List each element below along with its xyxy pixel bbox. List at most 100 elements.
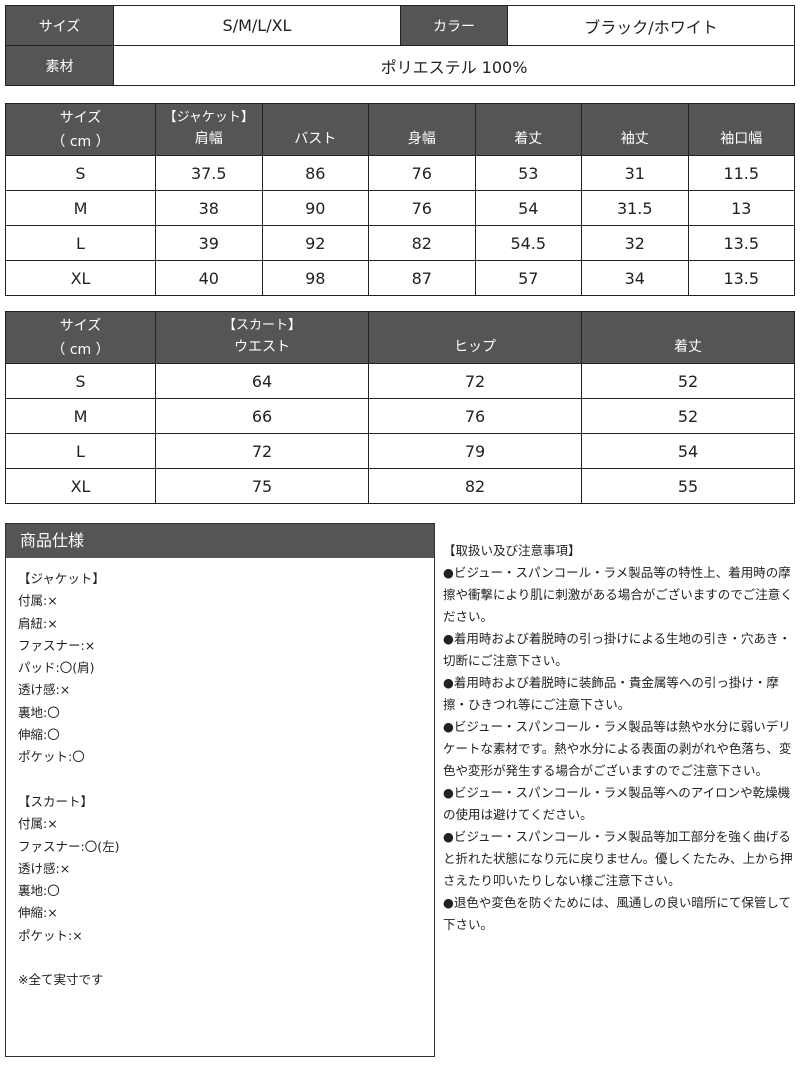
table-row: M 38 90 76 54 31.5 13 [5, 190, 795, 226]
skirt-size-table: サイズ（ cm ） 【スカート】 ウエスト ヒップ 着丈 S 64 72 52 M 66 76… [5, 311, 795, 504]
table-row: XL 40 98 87 57 34 13.5 [5, 260, 795, 296]
value-cell: 31.5 [581, 190, 689, 226]
table-row: L 72 79 54 [5, 433, 795, 469]
value-cell: 76 [368, 398, 582, 434]
value-cell: 13.5 [687, 225, 795, 261]
value-cell: 87 [368, 260, 476, 296]
table-row: S 64 72 52 [5, 363, 795, 399]
table-header-row: サイズ （ cm ） 【ジャケット】 肩幅 バスト 身幅 着丈 袖丈 袖口幅 [5, 103, 795, 156]
value-cell: 31 [581, 155, 689, 191]
spec-line: 透け感:× [18, 860, 71, 876]
group-label: 【ジャケット】 [163, 109, 254, 125]
value-cell: 55 [581, 468, 795, 504]
spec-line [18, 769, 434, 791]
value-cell: 82 [368, 468, 582, 504]
spec-line: 肩紐:× [18, 615, 58, 631]
table-row: M 66 76 52 [5, 398, 795, 434]
spec-line: 付属:× [18, 593, 58, 609]
value-cell: 11.5 [687, 155, 795, 191]
size-header: サイズ [59, 109, 102, 126]
size-label: サイズ [5, 5, 114, 46]
color-value: ブラック/ホワイト [507, 5, 795, 46]
value-cell: 34 [581, 260, 689, 296]
notes-title: 【取扱い及び注意事項】 [443, 543, 581, 558]
value-cell: 54.5 [474, 225, 582, 261]
product-info-table: サイズ S/M/L/XL カラー ブラック/ホワイト 素材 ポリエステル 100… [5, 5, 795, 86]
table-header-row: サイズ （ cm ） 【スカート】 ウエスト ヒップ 着丈 [5, 311, 795, 364]
value-cell: 76 [368, 190, 476, 226]
value-cell: 13.5 [687, 260, 795, 296]
care-notes: 【取扱い及び注意事項】 ●ビジュー・スパンコール・ラメ製品等の特性上、着用時の摩… [443, 540, 795, 936]
spec-line: 付属:× [18, 816, 58, 832]
note-item: ●着用時および着脱時に装飾品・貴金属等への引っ掛け・摩擦・ひきつれ等にご注意下さ… [443, 675, 779, 712]
size-value: S/M/L/XL [113, 5, 401, 46]
material-label: 素材 [5, 45, 114, 86]
size-cell: XL [5, 468, 156, 504]
size-cell: L [5, 433, 156, 469]
value-cell: 52 [581, 398, 795, 434]
spec-line: パッド:〇(肩) [18, 660, 95, 676]
spec-line: ポケット:× [18, 927, 83, 943]
value-cell: 98 [261, 260, 369, 296]
value-cell: 90 [261, 190, 369, 226]
size-cell: S [5, 155, 156, 191]
value-cell: 76 [368, 155, 476, 191]
value-cell: 54 [581, 433, 795, 469]
value-cell: 57 [474, 260, 582, 296]
size-cell: L [5, 225, 156, 261]
size-cell: XL [5, 260, 156, 296]
column-header: ウエスト [234, 338, 290, 355]
value-cell: 72 [155, 433, 369, 469]
size-cell: M [5, 190, 156, 226]
product-spec-box: 商品仕様 【ジャケット】 付属:× 肩紐:× ファスナー:× パッド:〇(肩) 透け感:×… [5, 523, 435, 1057]
spec-line: ※全て実寸です [18, 972, 104, 988]
note-item: ●着用時および着脱時の引っ掛けによる生地の引き・穴あき・切断にご注意下さい。 [443, 631, 792, 668]
size-cell: M [5, 398, 156, 434]
value-cell: 79 [368, 433, 582, 469]
column-header: 身幅 [368, 103, 476, 156]
column-header: 着丈 [581, 311, 795, 364]
spec-line: ファスナー:〇(左) [18, 838, 120, 854]
value-cell: 39 [155, 225, 263, 261]
size-header: サイズ [59, 317, 102, 334]
column-header: 肩幅 [194, 130, 223, 147]
column-header: 袖口幅 [687, 103, 795, 156]
spec-title: 商品仕様 [6, 524, 434, 558]
value-cell: 86 [261, 155, 369, 191]
value-cell: 53 [474, 155, 582, 191]
spec-line: ファスナー:× [18, 637, 96, 653]
note-item: ●退色や変色を防ぐためには、風通しの良い暗所にて保管して下さい。 [443, 895, 792, 932]
spec-line: 【ジャケット】 [18, 571, 105, 586]
jacket-size-table: サイズ （ cm ） 【ジャケット】 肩幅 バスト 身幅 着丈 袖丈 袖口幅 S 37… [5, 103, 795, 296]
table-row: XL 75 82 55 [5, 468, 795, 504]
unit-label: （ cm ） [51, 133, 110, 150]
spec-line: 裏地:〇 [18, 704, 60, 720]
value-cell: 40 [155, 260, 263, 296]
value-cell: 37.5 [155, 155, 263, 191]
value-cell: 54 [474, 190, 582, 226]
table-row: L 39 92 82 54.5 32 13.5 [5, 225, 795, 261]
spec-line: 伸縮:× [18, 905, 58, 921]
column-header: 着丈 [474, 103, 582, 156]
column-header: バスト [261, 103, 369, 156]
table-row: S 37.5 86 76 53 31 11.5 [5, 155, 795, 191]
note-item: ●ビジュー・スパンコール・ラメ製品等加工部分を強く曲げると折れた状態になり元に戻… [443, 829, 793, 888]
value-cell: 32 [581, 225, 689, 261]
unit-label: （ cm ） [51, 341, 110, 358]
size-cell: S [5, 363, 156, 399]
note-item: ●ビジュー・スパンコール・ラメ製品等は熱や水分に弱いデリケートな素材です。熱や水… [443, 719, 792, 778]
note-item: ●ビジュー・スパンコール・ラメ製品等の特性上、着用時の摩擦や衝撃により肌に刺激が… [443, 565, 793, 624]
value-cell: 75 [155, 468, 369, 504]
spec-line: ポケット:〇 [18, 749, 85, 765]
material-value: ポリエステル 100% [113, 45, 795, 86]
value-cell: 72 [368, 363, 582, 399]
column-header: 袖丈 [581, 103, 689, 156]
spec-line: 【スカート】 [18, 793, 94, 809]
spec-line: 透け感:× [18, 682, 71, 698]
value-cell: 66 [155, 398, 369, 434]
spec-line: 裏地:〇 [18, 883, 60, 899]
value-cell: 82 [368, 225, 476, 261]
column-header: ヒップ [368, 311, 582, 364]
spec-line [18, 947, 434, 969]
value-cell: 38 [155, 190, 263, 226]
